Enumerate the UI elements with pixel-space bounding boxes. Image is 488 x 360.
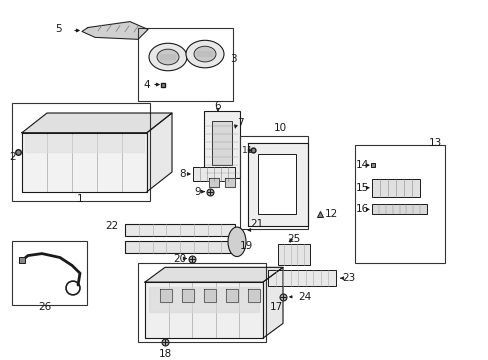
Polygon shape: [145, 282, 263, 338]
Text: 13: 13: [427, 138, 441, 148]
Polygon shape: [263, 267, 283, 338]
Bar: [354, 145, 444, 264]
Bar: [278, 244, 309, 265]
Polygon shape: [82, 22, 148, 39]
Polygon shape: [208, 178, 219, 187]
Text: 24: 24: [297, 292, 311, 302]
Bar: [203, 111, 240, 178]
Polygon shape: [149, 287, 259, 312]
Bar: [258, 154, 295, 214]
Text: 7: 7: [236, 118, 243, 128]
Text: 2: 2: [10, 152, 16, 162]
Text: 6: 6: [214, 101, 221, 111]
Text: 20: 20: [173, 253, 186, 264]
Bar: [193, 167, 235, 181]
Bar: [212, 121, 231, 165]
Text: 18: 18: [158, 349, 171, 359]
Polygon shape: [203, 289, 216, 302]
Text: 15: 15: [355, 183, 368, 193]
Polygon shape: [224, 178, 235, 187]
Bar: [12, 103, 150, 202]
Bar: [371, 179, 419, 197]
Ellipse shape: [157, 49, 179, 65]
Polygon shape: [22, 113, 172, 133]
Polygon shape: [25, 135, 143, 152]
Text: 11: 11: [242, 146, 253, 155]
Text: 12: 12: [325, 209, 338, 219]
Text: 19: 19: [240, 241, 253, 251]
Bar: [12, 241, 87, 305]
Bar: [240, 136, 307, 229]
Ellipse shape: [149, 43, 186, 71]
Ellipse shape: [227, 227, 245, 257]
Text: 22: 22: [105, 221, 119, 231]
Text: 25: 25: [287, 234, 300, 244]
Polygon shape: [225, 289, 238, 302]
Bar: [125, 224, 235, 236]
Text: 14: 14: [355, 160, 368, 170]
Ellipse shape: [185, 40, 224, 68]
Text: 26: 26: [38, 302, 52, 312]
Bar: [267, 270, 335, 286]
Polygon shape: [247, 143, 307, 226]
Bar: [125, 241, 235, 253]
Text: 4: 4: [143, 80, 150, 90]
Polygon shape: [182, 289, 194, 302]
Bar: [371, 204, 426, 214]
Text: 16: 16: [355, 204, 368, 214]
Text: 23: 23: [341, 273, 354, 283]
Polygon shape: [147, 113, 172, 192]
Text: 5: 5: [55, 24, 61, 35]
Ellipse shape: [194, 46, 216, 62]
Text: 21: 21: [249, 219, 263, 229]
Polygon shape: [160, 289, 172, 302]
Polygon shape: [22, 133, 147, 192]
Polygon shape: [247, 289, 260, 302]
Polygon shape: [145, 267, 283, 282]
Text: 10: 10: [273, 123, 286, 133]
Text: 9: 9: [194, 187, 201, 197]
Bar: [138, 27, 232, 101]
Text: 3: 3: [229, 54, 236, 64]
Bar: [138, 264, 265, 342]
Text: 17: 17: [269, 302, 283, 312]
Text: 1: 1: [77, 194, 83, 203]
Text: 8: 8: [179, 169, 186, 179]
